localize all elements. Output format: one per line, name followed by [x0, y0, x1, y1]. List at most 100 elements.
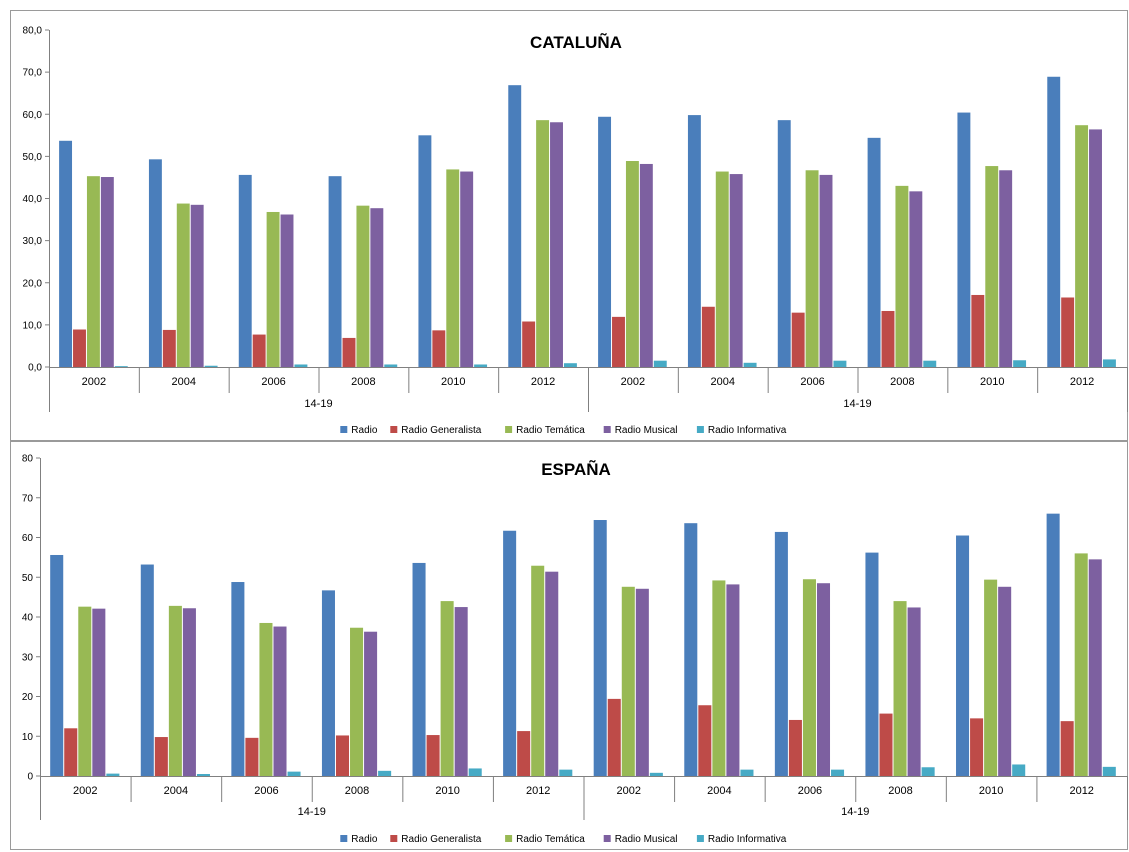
- legend-label-radio-informativa: Radio Informativa: [708, 425, 787, 436]
- bar-radio: [1047, 76, 1061, 367]
- legend-label-radio-informativa: Radio Informativa: [708, 834, 787, 845]
- bar-radio-tem-tica: [712, 580, 726, 776]
- y-tick-label: 0: [27, 772, 33, 783]
- bar-radio-informativa: [559, 769, 573, 776]
- bar-radio-tem-tica: [356, 205, 370, 367]
- bar-radio-generalista: [881, 310, 895, 367]
- group-label: 14-19: [304, 398, 332, 410]
- bar-radio: [59, 140, 73, 367]
- y-tick-label: 80,0: [23, 26, 43, 37]
- y-tick-label: 50: [22, 573, 34, 584]
- y-tick-label: 10,0: [23, 320, 43, 331]
- bar-radio-tem-tica: [259, 622, 273, 776]
- bar-radio: [508, 85, 522, 367]
- bar-radio-informativa: [474, 364, 488, 367]
- chart-espana: 0 10 20 30 40 50 60 70 80 ESPAÑA 2002 2004 2006 2008 2…: [22, 454, 1128, 845]
- bar-radio-tem-tica: [86, 176, 100, 367]
- y-tick-label: 30: [22, 652, 34, 663]
- bar-radio-musical: [726, 584, 740, 776]
- y-tick-label: 60,0: [23, 110, 43, 121]
- legend-swatch-radio-musical: [603, 835, 611, 842]
- bar-radio-generalista: [971, 294, 985, 367]
- panel-frame-espana: [10, 441, 1128, 850]
- x-tick-label: 2002: [617, 785, 641, 797]
- bar-radio: [418, 135, 432, 367]
- bar-radio-informativa: [1102, 359, 1116, 367]
- legend-swatch-radio-generalista: [390, 835, 398, 842]
- bar-radio-tem-tica: [168, 605, 182, 776]
- legend-label-radio-generalista: Radio Generalista: [401, 834, 481, 845]
- bar-radio-musical: [454, 607, 468, 776]
- bar-radio: [503, 530, 517, 776]
- bar-radio-informativa: [649, 772, 663, 776]
- bar-radio-tem-tica: [266, 211, 280, 367]
- bar-radio: [598, 116, 612, 367]
- bar-radio-musical: [907, 607, 921, 776]
- legend-swatch-radio: [340, 426, 348, 433]
- bar-radio: [231, 582, 245, 776]
- bar-radio-generalista: [154, 737, 168, 776]
- y-tick-label: 40,0: [23, 194, 43, 205]
- y-tick-label: 60: [22, 533, 34, 544]
- bar-radio-generalista: [522, 321, 536, 367]
- bar-radio-musical: [909, 191, 923, 367]
- bar-radio-generalista: [612, 316, 625, 367]
- bar-radio-tem-tica: [350, 627, 364, 776]
- x-tick-label: 2008: [888, 785, 912, 797]
- bar-radio-musical: [460, 171, 474, 367]
- x-tick-label: 2006: [261, 376, 285, 388]
- bar-radio: [957, 112, 971, 367]
- bar-radio-informativa: [468, 768, 482, 776]
- bar-radio-generalista: [698, 705, 712, 776]
- bar-radio-tem-tica: [440, 601, 454, 776]
- bar-radio-informativa: [833, 360, 847, 367]
- y-tick-label: 0,0: [28, 363, 42, 374]
- group-label: 14-19: [298, 806, 326, 818]
- bar-radio-musical: [550, 122, 563, 367]
- y-tick-label: 20,0: [23, 278, 43, 289]
- bar-radio-informativa: [1102, 766, 1116, 776]
- bar-radio-informativa: [106, 773, 120, 776]
- bar-radio-informativa: [923, 360, 937, 367]
- bar-radio-tem-tica: [1074, 553, 1088, 776]
- bar-radio-informativa: [196, 774, 210, 776]
- bar-radio-generalista: [701, 306, 715, 367]
- legend-swatch-radio-tem-tica: [505, 426, 513, 433]
- bar-radio-generalista: [245, 737, 259, 776]
- bar-radio-tem-tica: [536, 120, 550, 368]
- legend-label-radio-tem-tica: Radio Temática: [516, 425, 585, 436]
- legend-label-radio-musical: Radio Musical: [615, 834, 678, 845]
- x-tick-label: 2012: [1070, 376, 1094, 388]
- bar-radio-informativa: [1012, 764, 1026, 776]
- bar-radio: [140, 564, 154, 776]
- bar-radio-musical: [545, 571, 559, 776]
- bar-radio-generalista: [342, 337, 356, 367]
- bar-radio-musical: [1088, 559, 1102, 776]
- bar-radio-informativa: [563, 363, 577, 367]
- bar-radio-tem-tica: [1075, 125, 1089, 367]
- bar-radio-informativa: [294, 364, 308, 367]
- chart-title: CATALUÑA: [530, 32, 622, 52]
- bar-radio-generalista: [517, 731, 531, 776]
- x-tick-label: 2002: [73, 785, 97, 797]
- bar-radio-tem-tica: [805, 170, 819, 367]
- bar-radio-tem-tica: [446, 169, 460, 367]
- bar-radio: [593, 520, 607, 776]
- x-tick-label: 2004: [172, 376, 196, 388]
- bar-radio-musical: [100, 177, 114, 367]
- bar-radio-tem-tica: [531, 565, 545, 776]
- bar-radio-generalista: [1060, 721, 1074, 776]
- legend-label-radio-tem-tica: Radio Temática: [516, 834, 585, 845]
- bar-radio: [238, 174, 252, 367]
- bar-radio-informativa: [653, 360, 667, 367]
- bar-radio-generalista: [791, 312, 805, 367]
- x-tick-label: 2010: [979, 785, 1003, 797]
- bar-radio-tem-tica: [895, 185, 909, 367]
- bar-radio-musical: [819, 174, 833, 367]
- bar-radio-informativa: [287, 771, 301, 776]
- bar-radio-tem-tica: [893, 601, 907, 776]
- bar-radio-musical: [816, 583, 831, 776]
- legend-swatch-radio-tem-tica: [505, 835, 513, 842]
- bar-radio-generalista: [879, 713, 893, 776]
